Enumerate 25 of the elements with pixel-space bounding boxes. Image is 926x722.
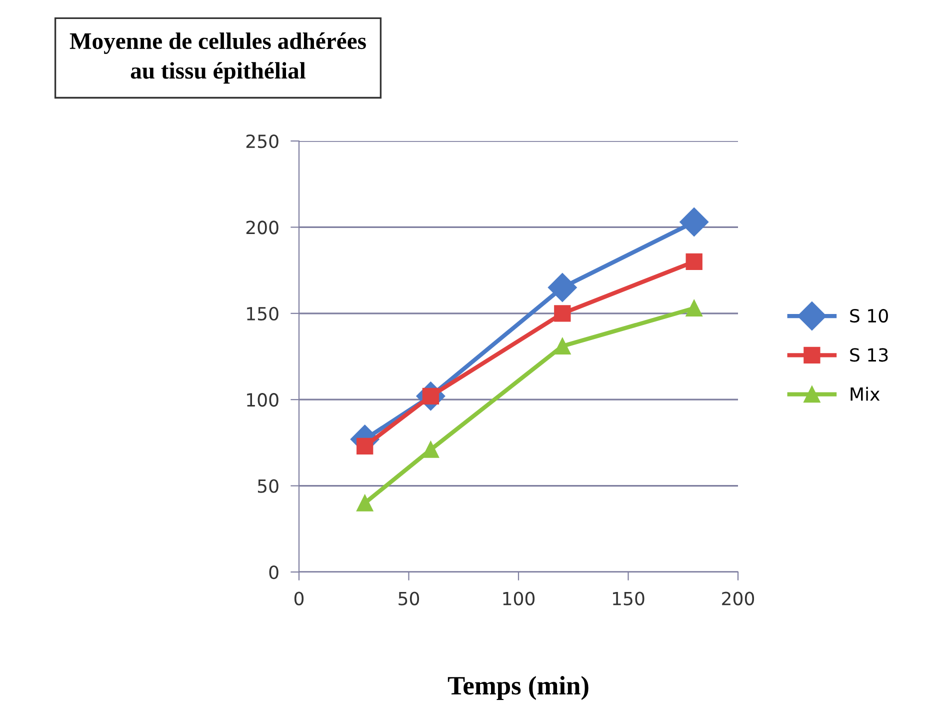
x-tick-label: 150 bbox=[613, 592, 644, 606]
x-tick-label: 0 bbox=[294, 592, 304, 606]
legend-label: S 13 bbox=[850, 348, 888, 362]
point bbox=[680, 208, 709, 236]
point bbox=[554, 305, 571, 322]
point bbox=[422, 441, 440, 458]
x-tick-label: 50 bbox=[398, 592, 420, 606]
x-tick-label: 200 bbox=[722, 592, 754, 606]
y-tick-label: 0 bbox=[269, 565, 278, 580]
x-axis-title: Temps (min) bbox=[448, 676, 588, 700]
y-tick-label: 50 bbox=[258, 479, 278, 493]
y-tick-label: 150 bbox=[247, 306, 278, 321]
point bbox=[356, 438, 374, 454]
x-tick-label: 100 bbox=[503, 592, 535, 606]
y-tick-label: 100 bbox=[247, 393, 278, 407]
point bbox=[356, 494, 374, 512]
y-tick-label: 250 bbox=[246, 134, 278, 148]
legend-label: S 10 bbox=[850, 308, 888, 323]
point bbox=[554, 338, 571, 354]
point bbox=[686, 253, 702, 270]
point bbox=[548, 273, 577, 302]
legend-label: Mix bbox=[850, 386, 880, 401]
y-tick-label: 200 bbox=[246, 220, 278, 234]
chart-title: Moyenne de cellules adhérées au tissu épithélial bbox=[70, 32, 366, 84]
point bbox=[686, 300, 702, 317]
